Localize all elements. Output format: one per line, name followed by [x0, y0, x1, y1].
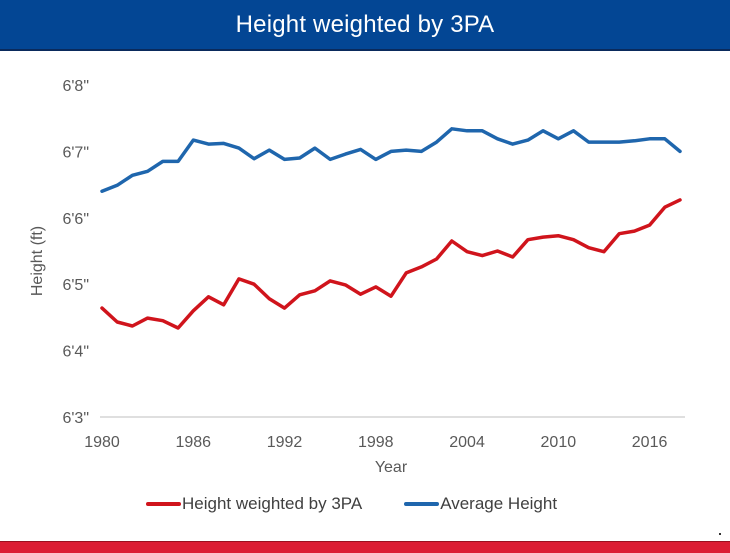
y-axis-ticks: 6'3" 6'4" 6'5" 6'6" 6'7" 6'8": [62, 78, 89, 427]
legend-label-average: Average Height: [440, 494, 558, 513]
x-tick-label: 1998: [358, 434, 394, 451]
legend-item-average: Average Height: [404, 494, 557, 514]
legend-swatch-blue: [404, 502, 440, 506]
y-tick-label: 6'4": [62, 344, 89, 361]
series-line-average-height: [100, 127, 682, 193]
y-tick-label: 6'5": [62, 277, 89, 294]
x-axis-title: Year: [375, 459, 408, 476]
x-tick-label: 1980: [84, 434, 120, 451]
legend: Height weighted by 3PA Average Height: [146, 494, 599, 514]
x-tick-label: 1986: [175, 434, 211, 451]
series-line-weighted-3pa: [100, 198, 682, 330]
x-tick-label: 2010: [541, 434, 577, 451]
legend-item-weighted: Height weighted by 3PA: [146, 494, 362, 514]
y-tick-label: 6'6": [62, 211, 89, 228]
y-tick-label: 6'3": [62, 410, 89, 427]
x-tick-label: 2016: [632, 434, 668, 451]
y-axis-title: Height (ft): [29, 226, 46, 296]
legend-label-weighted: Height weighted by 3PA: [182, 494, 363, 513]
line-chart: 6'3" 6'4" 6'5" 6'6" 6'7" 6'8" 1980 1986 1992 199…: [29, 78, 685, 476]
x-tick-label: 1992: [267, 434, 303, 451]
footer-band: [0, 541, 730, 553]
y-tick-label: 6'8": [62, 78, 89, 95]
series-group: [100, 127, 682, 330]
legend-swatch-red: [146, 502, 181, 506]
chart-header: Height weighted by 3PA: [0, 0, 730, 51]
stray-mark: [719, 533, 721, 535]
y-tick-label: 6'7": [62, 144, 89, 161]
x-tick-label: 2004: [449, 434, 485, 451]
x-axis-ticks: 1980 1986 1992 1998 2004 2010 2016: [84, 434, 667, 451]
chart-title: Height weighted by 3PA: [235, 10, 495, 38]
